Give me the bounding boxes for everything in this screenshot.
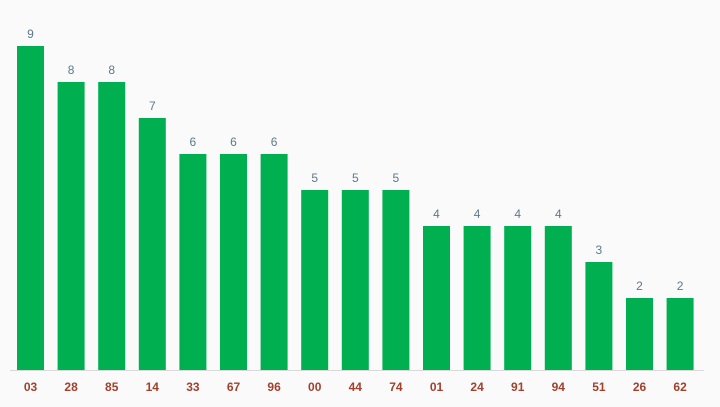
bar-value-label-94: 4 <box>555 207 562 221</box>
bar-67 <box>220 154 247 370</box>
bar-value-label-85: 8 <box>108 63 115 77</box>
bar-33 <box>179 154 207 370</box>
bar-94 <box>544 226 572 370</box>
bar-51 <box>585 262 613 370</box>
x-tick-label-67: 67 <box>227 380 241 394</box>
x-tick-label-62: 62 <box>673 380 687 394</box>
bar-value-label-74: 5 <box>393 171 400 185</box>
bar-value-label-24: 4 <box>474 207 481 221</box>
bar-01 <box>423 226 450 370</box>
bar-96 <box>260 154 288 370</box>
bar-44 <box>341 190 369 370</box>
x-tick-label-24: 24 <box>470 380 484 394</box>
bar-03 <box>17 46 44 370</box>
bar-85 <box>98 82 126 370</box>
x-tick-label-03: 03 <box>24 380 38 394</box>
x-tick-label-51: 51 <box>592 380 606 394</box>
bar-value-label-28: 8 <box>68 63 75 77</box>
bar-28 <box>57 82 85 370</box>
bar-value-label-44: 5 <box>352 171 359 185</box>
x-tick-label-74: 74 <box>389 380 403 394</box>
bar-14 <box>138 118 166 370</box>
bar-value-label-51: 3 <box>596 243 603 257</box>
x-tick-label-96: 96 <box>267 380 281 394</box>
x-tick-label-28: 28 <box>64 380 78 394</box>
bar-value-label-26: 2 <box>636 279 643 293</box>
x-tick-label-00: 00 <box>308 380 322 394</box>
bar-value-label-00: 5 <box>311 171 318 185</box>
bars-group <box>17 46 694 370</box>
bar-26 <box>626 298 653 370</box>
bar-value-label-67: 6 <box>230 135 237 149</box>
bar-62 <box>666 298 694 370</box>
x-tick-label-01: 01 <box>430 380 444 394</box>
bar-value-label-03: 9 <box>27 27 34 41</box>
x-tick-label-85: 85 <box>105 380 119 394</box>
bar-91 <box>504 226 532 370</box>
bar-value-label-33: 6 <box>190 135 197 149</box>
x-tick-label-94: 94 <box>552 380 566 394</box>
bar-value-label-01: 4 <box>433 207 440 221</box>
bar-value-label-62: 2 <box>677 279 684 293</box>
bar-74 <box>382 190 410 370</box>
bar-00 <box>301 190 329 370</box>
x-tick-label-44: 44 <box>349 380 363 394</box>
bar-24 <box>463 226 491 370</box>
x-tick-label-33: 33 <box>186 380 200 394</box>
x-tick-labels-group: 03 28 85 14 33 67 96 00 44 74 01 24 91 94 51 26 62 <box>24 380 687 394</box>
x-tick-label-26: 26 <box>633 380 647 394</box>
bar-value-label-96: 6 <box>271 135 278 149</box>
x-tick-label-14: 14 <box>146 380 160 394</box>
bar-value-label-91: 4 <box>514 207 521 221</box>
bar-value-label-14: 7 <box>149 99 156 113</box>
value-labels-group: 9 8 8 7 6 6 6 5 5 5 4 4 4 4 3 2 2 <box>27 27 684 293</box>
x-tick-label-91: 91 <box>511 380 525 394</box>
